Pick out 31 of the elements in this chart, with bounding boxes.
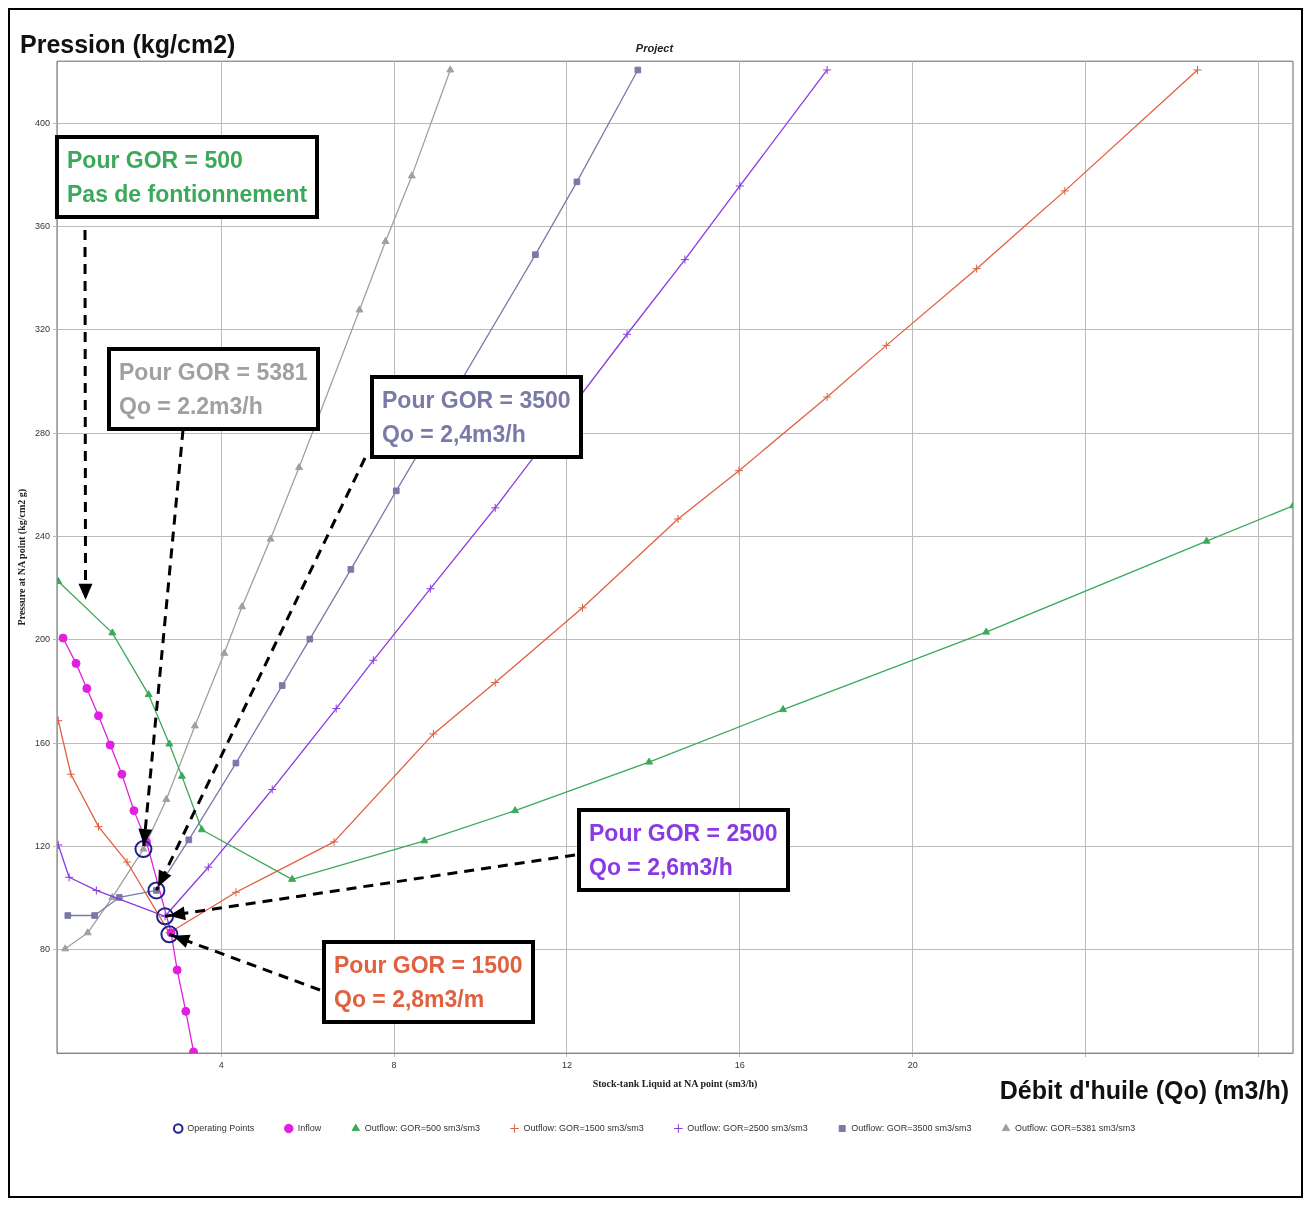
y-tick-label: 400 [34,117,51,128]
annotation: Pour GOR = 1500 Qo = 2,8m3/m [322,940,535,1024]
x-axis-title: Stock-tank Liquid at NA point (sm3/h) [592,1077,758,1090]
legend-label: Inflow [297,1122,322,1133]
y-tick-label: 240 [34,531,51,542]
legend-label: Operating Points [187,1122,255,1133]
chart-title: Project [635,41,675,54]
x-tick-label: 8 [391,1060,397,1071]
x-tick-label: 16 [734,1060,745,1071]
y-tick-label: 280 [34,427,51,438]
annotation: Pour GOR = 5381 Qo = 2.2m3/h [107,347,320,431]
annotation: Pour GOR = 500 Pas de fontionnement [55,135,320,219]
y-tick-label: 120 [34,841,51,852]
x-tick-label: 12 [561,1060,572,1071]
annotation: Pour GOR = 3500 Qo = 2,4m3/h [370,375,583,459]
y-tick-label: 200 [34,634,51,645]
y-tick-label: 360 [34,221,51,232]
legend-label: Outflow: GOR=2500 sm3/sm3 [687,1122,808,1133]
x-tick-label: 20 [907,1060,918,1071]
text: Débit d'huile (Qo) (m3/h) [999,1076,1289,1105]
legend-label: Outflow: GOR=3500 sm3/sm3 [851,1122,972,1133]
y-tick-label: 80 [40,944,51,955]
legend-label: Outflow: GOR=1500 sm3/sm3 [523,1122,644,1133]
y-axis-title: Pressure at NA point (kg/cm2 g) [15,488,28,626]
text: Pression (kg/cm2) [20,30,236,59]
y-tick-label: 320 [34,324,51,335]
legend-label: Outflow: GOR=5381 sm3/sm3 [1014,1122,1136,1133]
annotation: Pour GOR = 2500 Qo = 2,6m3/h [577,808,790,892]
y-tick-label: 160 [34,737,51,748]
legend-label: Outflow: GOR=500 sm3/sm3 [364,1122,481,1133]
x-tick-label: 4 [218,1060,224,1071]
